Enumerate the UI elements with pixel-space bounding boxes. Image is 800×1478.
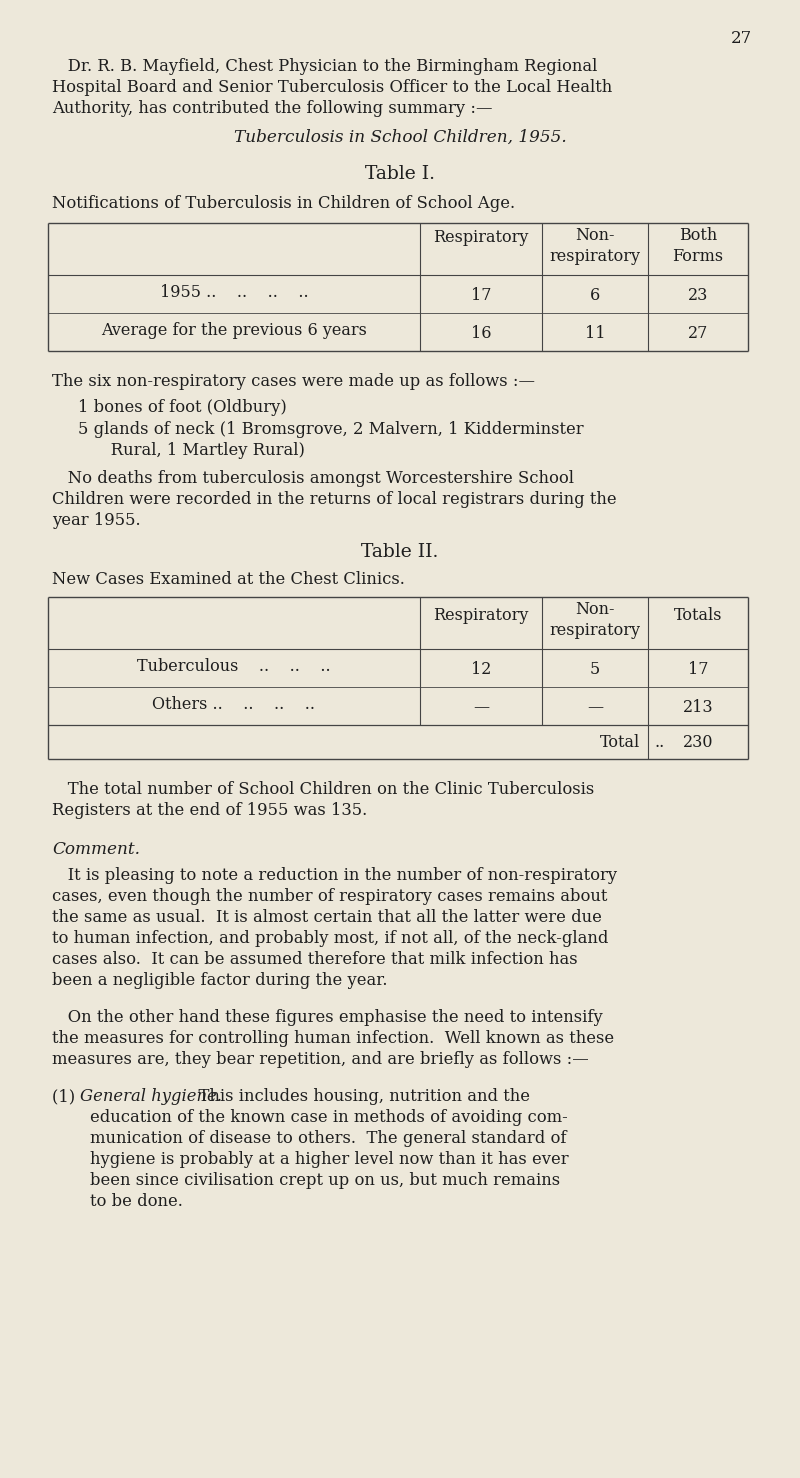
Text: —: — xyxy=(473,699,489,715)
Text: It is pleasing to note a reduction in the number of non-respiratory: It is pleasing to note a reduction in th… xyxy=(52,868,617,884)
Text: Total: Total xyxy=(600,735,640,751)
Text: 5: 5 xyxy=(590,661,600,678)
Text: Average for the previous 6 years: Average for the previous 6 years xyxy=(101,322,367,338)
Text: to human infection, and probably most, if not all, of the neck-gland: to human infection, and probably most, i… xyxy=(52,930,608,947)
Text: cases, even though the number of respiratory cases remains about: cases, even though the number of respira… xyxy=(52,888,607,905)
Text: Authority, has contributed the following summary :—: Authority, has contributed the following… xyxy=(52,101,493,117)
Text: Respiratory: Respiratory xyxy=(434,229,529,245)
Text: The total number of School Children on the Clinic Tuberculosis: The total number of School Children on t… xyxy=(52,780,594,798)
Text: 23: 23 xyxy=(688,287,708,304)
Text: cases also.  It can be assumed therefore that milk infection has: cases also. It can be assumed therefore … xyxy=(52,950,578,968)
Text: education of the known case in methods of avoiding com-: education of the known case in methods o… xyxy=(90,1108,568,1126)
Text: —: — xyxy=(587,699,603,715)
Text: ..: .. xyxy=(655,735,666,751)
Text: Non-
respiratory: Non- respiratory xyxy=(550,602,641,638)
Text: Hospital Board and Senior Tuberculosis Officer to the Local Health: Hospital Board and Senior Tuberculosis O… xyxy=(52,78,612,96)
Text: Table I.: Table I. xyxy=(365,166,435,183)
Text: Totals: Totals xyxy=(674,607,722,624)
Text: The six non-respiratory cases were made up as follows :—: The six non-respiratory cases were made … xyxy=(52,372,535,390)
Text: 230: 230 xyxy=(682,735,714,751)
Text: munication of disease to others.  The general standard of: munication of disease to others. The gen… xyxy=(90,1131,566,1147)
Text: been since civilisation crept up on us, but much remains: been since civilisation crept up on us, … xyxy=(90,1172,560,1188)
Text: 17: 17 xyxy=(470,287,491,304)
Text: Others ..    ..    ..    ..: Others .. .. .. .. xyxy=(153,696,315,712)
Text: General hygiene.: General hygiene. xyxy=(80,1088,222,1106)
Text: No deaths from tuberculosis amongst Worcestershire School: No deaths from tuberculosis amongst Worc… xyxy=(52,470,574,486)
Text: Dr. R. B. Mayfield, Chest Physician to the Birmingham Regional: Dr. R. B. Mayfield, Chest Physician to t… xyxy=(52,58,598,75)
Text: Non-
respiratory: Non- respiratory xyxy=(550,228,641,265)
Text: Respiratory: Respiratory xyxy=(434,607,529,624)
Text: Registers at the end of 1955 was 135.: Registers at the end of 1955 was 135. xyxy=(52,803,367,819)
Text: year 1955.: year 1955. xyxy=(52,511,141,529)
Text: to be done.: to be done. xyxy=(90,1193,183,1210)
Text: been a negligible factor during the year.: been a negligible factor during the year… xyxy=(52,973,387,989)
Text: 12: 12 xyxy=(471,661,491,678)
Text: Comment.: Comment. xyxy=(52,841,140,859)
Text: Tuberculous    ..    ..    ..: Tuberculous .. .. .. xyxy=(137,658,331,675)
Text: New Cases Examined at the Chest Clinics.: New Cases Examined at the Chest Clinics. xyxy=(52,571,405,588)
Text: Table II.: Table II. xyxy=(362,542,438,562)
Text: 17: 17 xyxy=(688,661,708,678)
Text: 6: 6 xyxy=(590,287,600,304)
Text: Children were recorded in the returns of local registrars during the: Children were recorded in the returns of… xyxy=(52,491,617,508)
Text: Rural, 1 Martley Rural): Rural, 1 Martley Rural) xyxy=(95,442,305,460)
Text: 16: 16 xyxy=(470,325,491,341)
Text: On the other hand these figures emphasise the need to intensify: On the other hand these figures emphasis… xyxy=(52,1009,602,1026)
Text: the measures for controlling human infection.  Well known as these: the measures for controlling human infec… xyxy=(52,1030,614,1046)
Text: 27: 27 xyxy=(730,30,752,47)
Text: 11: 11 xyxy=(585,325,606,341)
Text: 213: 213 xyxy=(682,699,714,715)
Text: 1955 ..    ..    ..    ..: 1955 .. .. .. .. xyxy=(160,284,308,302)
Text: Tuberculosis in School Children, 1955.: Tuberculosis in School Children, 1955. xyxy=(234,129,566,146)
Text: measures are, they bear repetition, and are briefly as follows :—: measures are, they bear repetition, and … xyxy=(52,1051,589,1069)
Text: 5 glands of neck (1 Bromsgrove, 2 Malvern, 1 Kidderminster: 5 glands of neck (1 Bromsgrove, 2 Malver… xyxy=(78,421,584,437)
Text: the same as usual.  It is almost certain that all the latter were due: the same as usual. It is almost certain … xyxy=(52,909,602,927)
Text: This includes housing, nutrition and the: This includes housing, nutrition and the xyxy=(188,1088,530,1106)
Text: (1): (1) xyxy=(52,1088,80,1106)
Text: hygiene is probably at a higher level now than it has ever: hygiene is probably at a higher level no… xyxy=(90,1151,569,1168)
Text: Notifications of Tuberculosis in Children of School Age.: Notifications of Tuberculosis in Childre… xyxy=(52,195,515,211)
Text: Both
Forms: Both Forms xyxy=(673,228,723,265)
Text: 1 bones of foot (Oldbury): 1 bones of foot (Oldbury) xyxy=(78,399,286,415)
Text: 27: 27 xyxy=(688,325,708,341)
